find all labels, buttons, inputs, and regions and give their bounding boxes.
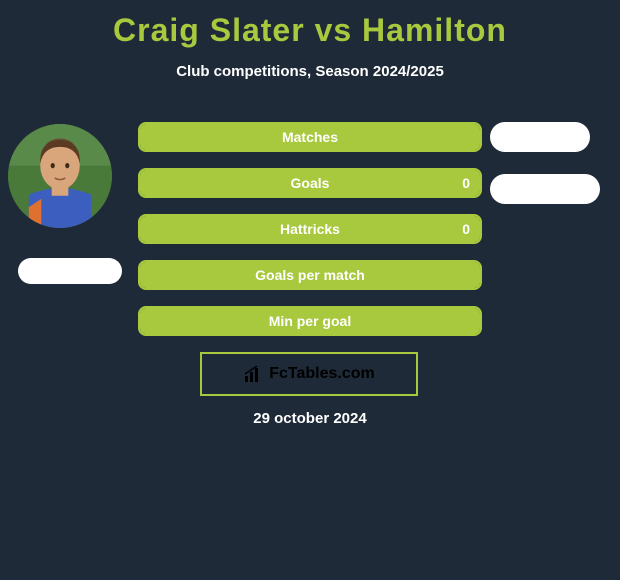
bar-label: Goals [291,175,330,191]
watermark: FcTables.com [200,352,418,396]
pill-right-2 [490,174,600,204]
page-title: Craig Slater vs Hamilton [0,0,620,49]
bar-label: Min per goal [269,313,351,329]
chart-icon [243,364,263,384]
pill-left [18,258,122,284]
bar-matches: Matches [138,122,482,152]
stat-bars: Matches Goals 0 Hattricks 0 Goals per ma… [138,122,482,352]
bar-hattricks: Hattricks 0 [138,214,482,244]
bar-goals: Goals 0 [138,168,482,198]
bar-label: Hattricks [280,221,340,237]
player-avatar [8,124,112,228]
bar-value-right: 0 [462,221,470,237]
date-label: 29 october 2024 [0,410,620,427]
bar-min-per-goal: Min per goal [138,306,482,336]
bar-value-right: 0 [462,175,470,191]
bar-label: Matches [282,129,338,145]
bar-goals-per-match: Goals per match [138,260,482,290]
pill-right-1 [490,122,590,152]
watermark-text: FcTables.com [269,365,375,383]
page-subtitle: Club competitions, Season 2024/2025 [0,63,620,80]
bar-label: Goals per match [255,267,365,283]
